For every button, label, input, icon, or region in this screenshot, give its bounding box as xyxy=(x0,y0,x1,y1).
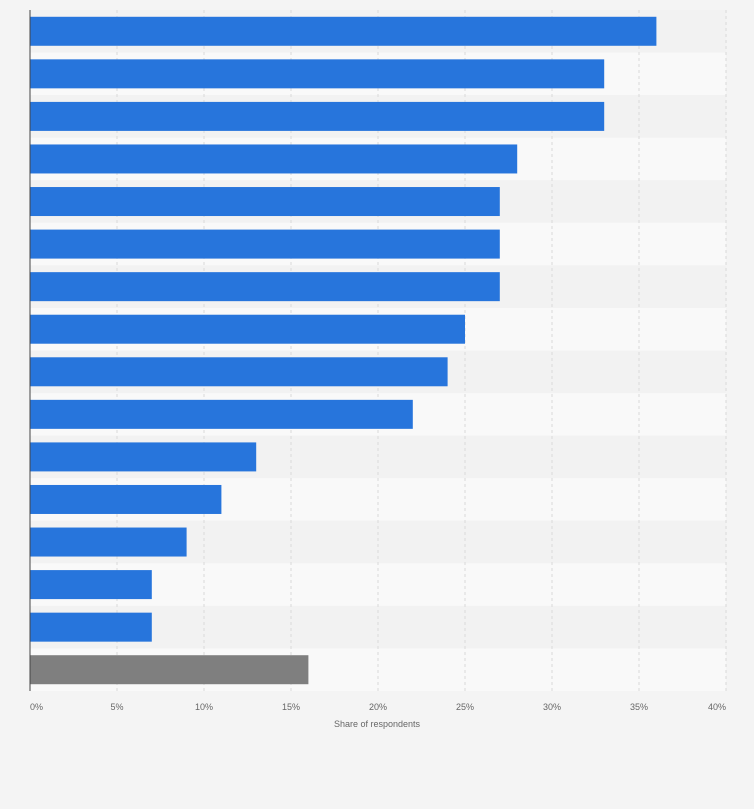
bar[interactable] xyxy=(30,442,257,472)
bar[interactable] xyxy=(30,101,605,131)
x-tick-label: 5% xyxy=(110,702,123,712)
x-tick-label: 25% xyxy=(456,702,474,712)
bar[interactable] xyxy=(30,229,500,259)
x-tick-label: 35% xyxy=(630,702,648,712)
bar[interactable] xyxy=(30,144,518,174)
bar[interactable] xyxy=(30,655,309,685)
bar[interactable] xyxy=(30,484,222,514)
bar[interactable] xyxy=(30,16,657,46)
bar[interactable] xyxy=(30,399,413,429)
x-tick-label: 10% xyxy=(195,702,213,712)
x-axis-ticks: 0% 5% 10% 15% 20% 25% 30% 35% 40% xyxy=(30,702,726,712)
x-tick-label: 0% xyxy=(30,702,43,712)
bar[interactable] xyxy=(30,187,500,217)
bars xyxy=(30,16,657,685)
bar[interactable] xyxy=(30,612,152,642)
bar[interactable] xyxy=(30,272,500,302)
x-tick-label: 40% xyxy=(708,702,726,712)
bar[interactable] xyxy=(30,357,448,387)
x-tick-label: 20% xyxy=(369,702,387,712)
bar[interactable] xyxy=(30,570,152,600)
bar[interactable] xyxy=(30,59,605,89)
bar[interactable] xyxy=(30,527,187,557)
x-tick-label: 30% xyxy=(543,702,561,712)
x-tick-label: 15% xyxy=(282,702,300,712)
x-axis-title: Share of respondents xyxy=(334,719,421,729)
bar[interactable] xyxy=(30,314,465,344)
